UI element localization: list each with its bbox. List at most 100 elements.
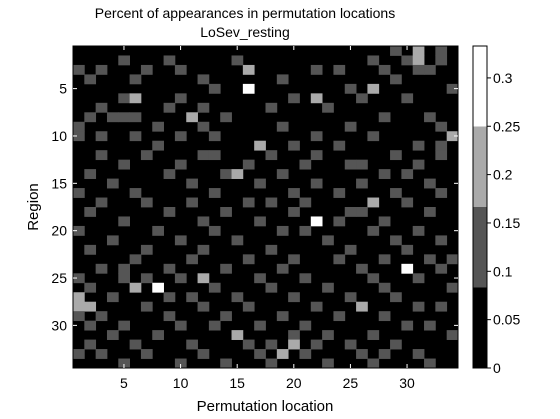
- heatmap-cell: [208, 131, 221, 142]
- heatmap-cell: [174, 159, 187, 170]
- heatmap-cell: [435, 46, 448, 56]
- y-axis-label: Region: [25, 183, 42, 231]
- heatmap-cell: [174, 235, 187, 246]
- heatmap-cell: [265, 282, 278, 293]
- heatmap-cell: [446, 254, 459, 265]
- heatmap-cell: [129, 339, 142, 350]
- heatmap-cell: [446, 83, 459, 94]
- heatmap-cell: [412, 55, 425, 66]
- heatmap-cell: [322, 102, 334, 113]
- heatmap-cell: [129, 74, 142, 85]
- heatmap-cell: [163, 55, 176, 66]
- heatmap-cell: [276, 225, 289, 236]
- heatmap-cell: [276, 121, 289, 132]
- heatmap-cell: [186, 112, 198, 123]
- heatmap-cell: [310, 301, 323, 312]
- heatmap-cell: [412, 64, 425, 75]
- heatmap-cell: [220, 112, 232, 123]
- plot-frame: [72, 45, 459, 369]
- heatmap-cell: [378, 64, 391, 75]
- heatmap-cell: [231, 330, 244, 340]
- heatmap-cell: [412, 159, 425, 170]
- heatmap-cell: [118, 263, 131, 274]
- colorbar-tick-label: 0.15: [493, 215, 520, 231]
- heatmap-cell: [73, 292, 85, 303]
- heatmap-cell: [152, 121, 164, 132]
- heatmap-cell: [84, 207, 97, 217]
- heatmap-cell: [412, 301, 425, 312]
- y-tick-label: 10: [51, 128, 67, 144]
- heatmap-cell: [163, 311, 176, 322]
- heatmap-cell: [140, 64, 153, 75]
- colorbar-tick-label: 0.25: [493, 118, 520, 134]
- colorbar-segment: [473, 287, 487, 368]
- heatmap-cell: [208, 225, 221, 236]
- heatmap-cell: [367, 55, 380, 66]
- heatmap-cell: [220, 169, 232, 179]
- heatmap-cell: [390, 74, 402, 85]
- heatmap-cell: [333, 311, 346, 322]
- x-tick-label: 10: [173, 375, 189, 391]
- heatmap-cell: [174, 64, 187, 75]
- heatmap-cell: [276, 311, 289, 322]
- heatmap-cell: [344, 207, 357, 217]
- heatmap-cell: [435, 235, 448, 246]
- heatmap-cell: [401, 197, 414, 208]
- heatmap-cell: [242, 83, 255, 94]
- colorbar-segment: [473, 207, 487, 288]
- heatmap-cell: [390, 292, 402, 303]
- heatmap-cell: [208, 188, 221, 198]
- colorbar-ticks: 0 0.05 0.1 0.15 0.2 0.25 0.3: [487, 70, 520, 376]
- heatmap-cell: [163, 207, 176, 217]
- heatmap-cell: [378, 349, 391, 359]
- heatmap-cell: [84, 339, 97, 350]
- heatmap-cell: [95, 64, 108, 75]
- heatmap-cell: [378, 254, 391, 265]
- heatmap-cell: [265, 358, 278, 369]
- heatmap-cell: [344, 244, 357, 255]
- heatmap-cell: [118, 273, 131, 284]
- colorbar-tick-label: 0.2: [493, 167, 513, 183]
- heatmap-cell: [231, 292, 244, 303]
- heatmap-cell: [254, 140, 266, 151]
- heatmap-cell: [310, 131, 323, 142]
- heatmap-cell: [367, 131, 380, 142]
- heatmap-cell: [140, 150, 153, 161]
- colorbar-tick-label: 0.3: [493, 70, 513, 86]
- heatmap-cell: [73, 301, 85, 312]
- y-tick-label: 25: [51, 270, 67, 286]
- heatmap-cell: [186, 292, 198, 303]
- heatmap-cell: [140, 197, 153, 208]
- x-axis-label: Permutation location: [197, 398, 334, 415]
- heatmap-cell: [84, 112, 97, 123]
- heatmap-cell: [299, 320, 312, 331]
- heatmap-cell: [288, 207, 300, 217]
- heatmap-cell: [208, 282, 221, 293]
- heatmap-cell: [367, 197, 380, 208]
- heatmap-cell: [118, 358, 131, 369]
- heatmap-cell: [378, 169, 391, 179]
- heatmap-cell: [140, 301, 153, 312]
- colorbar-segment: [473, 46, 487, 127]
- heatmap-cell: [242, 197, 255, 208]
- heatmap-cell: [174, 358, 187, 369]
- heatmap-cell: [73, 64, 85, 75]
- heatmap-cell: [118, 216, 131, 227]
- colorbar-tick-label: 0: [493, 360, 501, 376]
- heatmap-cell: [390, 46, 402, 56]
- heatmap-cell: [356, 93, 368, 104]
- heatmap-cell: [401, 93, 414, 104]
- heatmap-cell: [231, 169, 244, 179]
- x-tick-label: 15: [229, 375, 245, 391]
- heatmap-cell: [299, 349, 312, 359]
- heatmap-cell: [186, 178, 198, 189]
- heatmap-cell: [288, 292, 300, 303]
- colorbar: [473, 46, 487, 368]
- heatmap-cell: [174, 320, 187, 331]
- heatmap-cell: [367, 330, 380, 340]
- heatmap-cell: [412, 273, 425, 284]
- heatmap-cell: [163, 169, 176, 179]
- heatmap-cell: [140, 349, 153, 359]
- heatmap-cell: [401, 169, 414, 179]
